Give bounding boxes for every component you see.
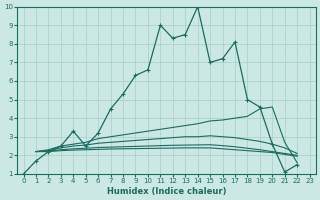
X-axis label: Humidex (Indice chaleur): Humidex (Indice chaleur) bbox=[107, 187, 226, 196]
